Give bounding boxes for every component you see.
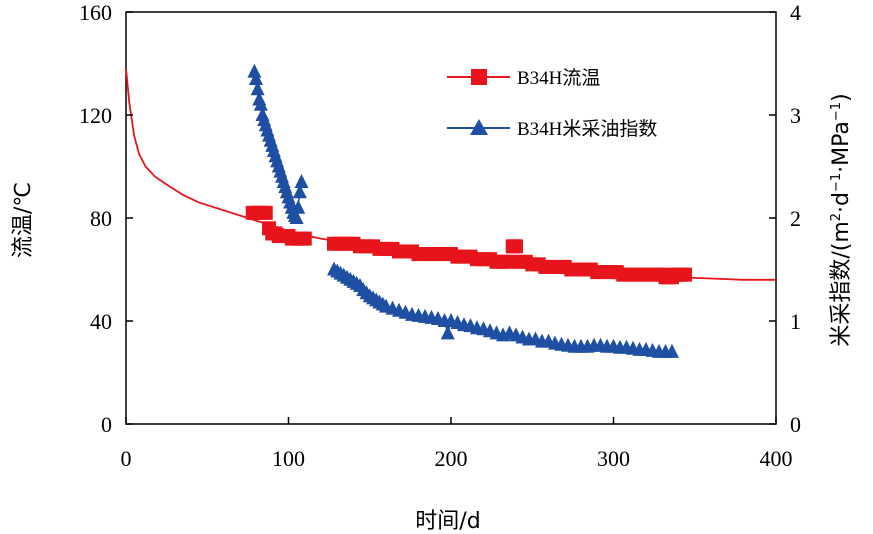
- y-left-tick-label: 160: [79, 0, 112, 25]
- y-right-title-end: ): [829, 93, 854, 102]
- y-right-tick-label: 0: [790, 412, 801, 437]
- y-right-title-mid1: ·d: [829, 192, 854, 213]
- temp-point: [297, 231, 312, 246]
- index-point: [665, 343, 679, 358]
- y-left-tick-label: 80: [90, 206, 112, 231]
- y-right-tick-label: 2: [790, 206, 801, 231]
- temp-point: [509, 239, 523, 254]
- x-tick-label: 200: [435, 446, 468, 471]
- series-layer: [125, 63, 776, 358]
- x-tick-label: 100: [272, 446, 305, 471]
- index-point: [253, 96, 268, 111]
- y-right-title-main: 米采指数/(m: [829, 221, 854, 346]
- plot-frame: [125, 11, 777, 425]
- plot-border: [125, 11, 777, 425]
- index-point: [247, 63, 262, 78]
- x-tick-label: 0: [121, 446, 132, 471]
- y-right-title-sup2: −1: [829, 173, 844, 192]
- temp-point: [678, 267, 692, 282]
- index-point: [292, 184, 307, 199]
- y-right-tick-label: 4: [790, 0, 801, 25]
- temp-point: [258, 205, 273, 220]
- legend-index-marker: [470, 119, 488, 135]
- x-axis-title: 时间/d: [415, 509, 480, 534]
- y-right-tick-label: 3: [790, 103, 801, 128]
- ticks-layer: 0 100 200 300 400 0 40 80 120 160 0 1 2 3 4: [79, 0, 801, 471]
- y-left-axis-title: 流温/℃: [11, 182, 36, 258]
- index-point: [249, 70, 263, 85]
- legend: B34H流温 B34H米采油指数: [447, 67, 657, 140]
- y-left-tick-label: 40: [90, 309, 112, 334]
- y-left-tick-label: 120: [79, 103, 112, 128]
- y-right-title-mid2: ·MPa: [829, 121, 854, 173]
- y-right-title-sup1: 2: [829, 213, 844, 221]
- index-point: [250, 81, 265, 96]
- x-tick-label: 400: [760, 446, 793, 471]
- y-left-tick-label: 0: [101, 412, 112, 437]
- y-right-title-sup3: −1: [829, 102, 844, 121]
- legend-temp-label: B34H流温: [517, 67, 600, 89]
- y-right-axis-title: 米采指数/(m2·d−1·MPa−1): [829, 93, 854, 346]
- legend-temp-marker: [471, 69, 487, 85]
- index-point: [291, 199, 306, 214]
- index-point: [294, 173, 309, 188]
- legend-index-label: B34H米采油指数: [517, 118, 657, 140]
- y-right-tick-label: 1: [790, 309, 801, 334]
- x-tick-label: 300: [597, 446, 630, 471]
- index-point: [440, 325, 455, 340]
- index-point: [289, 210, 304, 224]
